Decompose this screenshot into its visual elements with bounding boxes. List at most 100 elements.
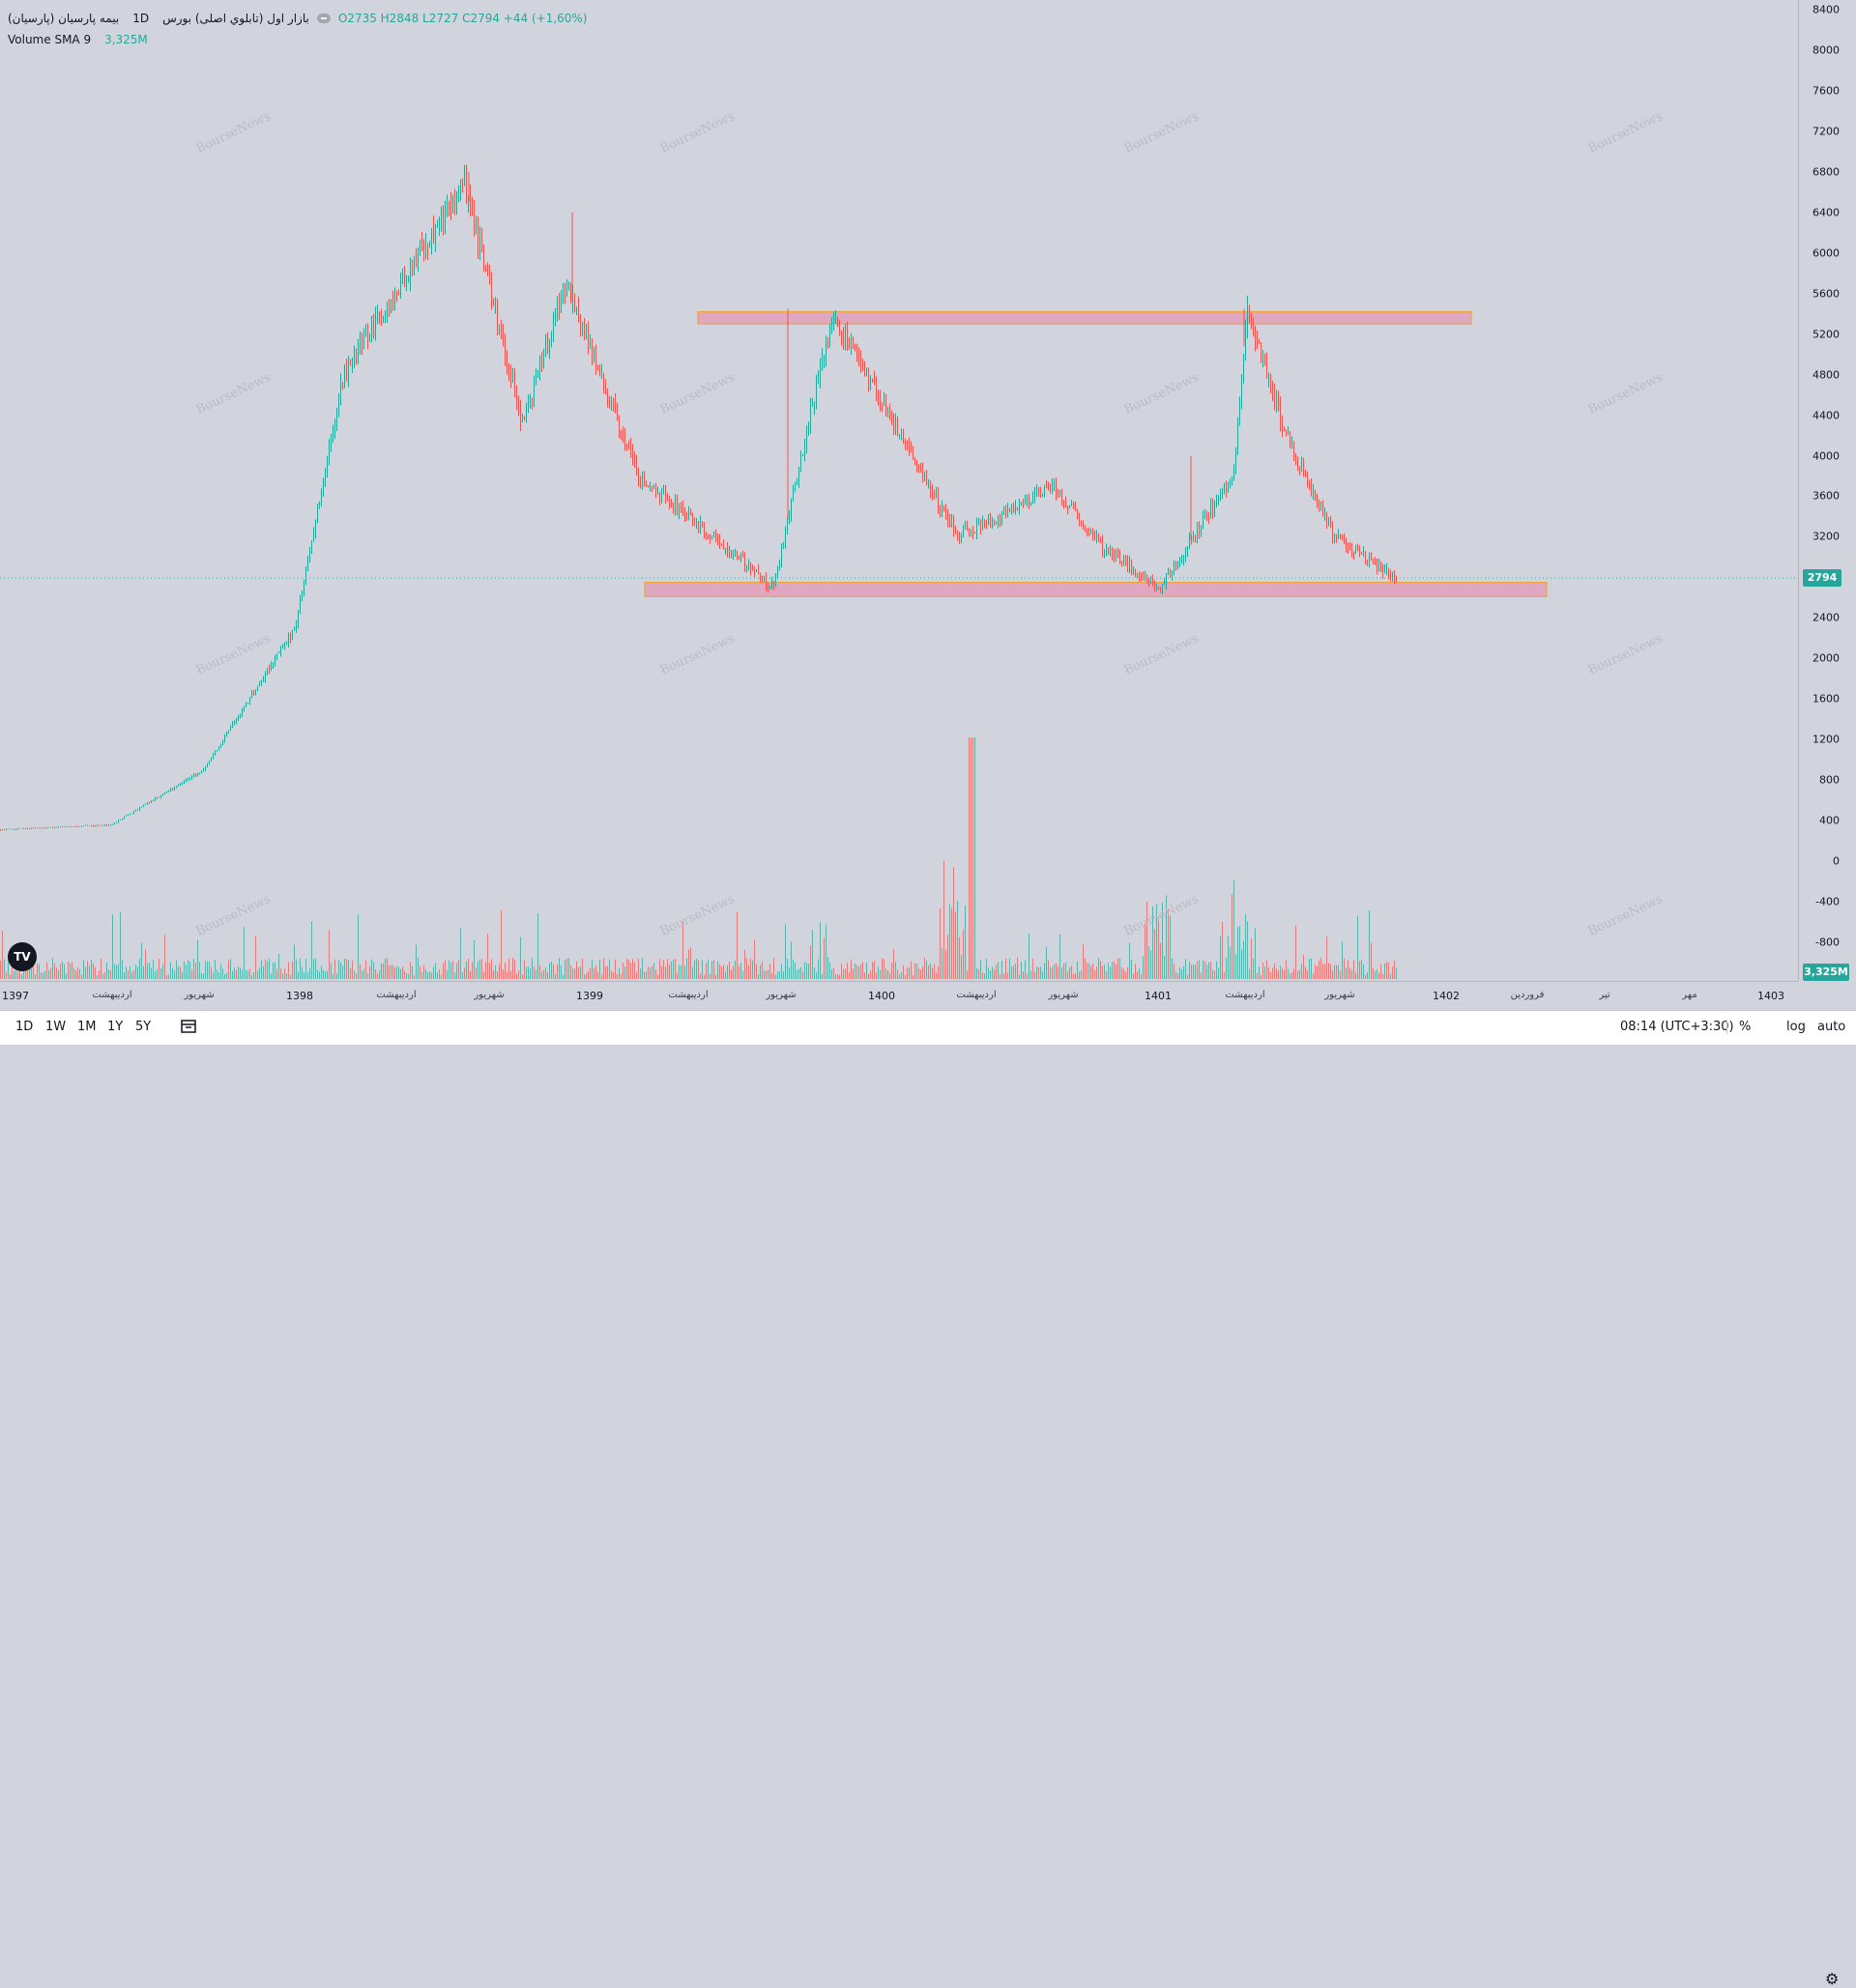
volume-bar — [481, 959, 482, 979]
volume-bar — [1309, 958, 1310, 979]
volume-bar — [153, 960, 154, 979]
time-axis[interactable]: ⚙ 1397 اردیبهشت شهریور 1398 اردیبهشت شهریور 13… — [0, 981, 1839, 1988]
volume-bar — [1247, 921, 1248, 979]
volume-bar — [284, 968, 285, 979]
volume-bar — [907, 966, 908, 979]
volume-bar — [240, 967, 241, 979]
volume-bar — [682, 921, 683, 979]
volume-bar — [1291, 972, 1292, 979]
timezone-clock[interactable]: 08:14 (UTC+3:30) — [1620, 1020, 1734, 1034]
volume-bar — [785, 924, 786, 979]
time-month-label: اردیبهشت — [956, 990, 997, 1000]
volume-bar — [199, 962, 200, 979]
volume-bar — [1059, 934, 1060, 979]
volume-bar — [1141, 973, 1142, 979]
volume-bar — [739, 965, 740, 979]
volume-bar — [271, 973, 272, 979]
volume-bar — [1166, 895, 1167, 979]
timeframe-1d-button[interactable]: 1D — [15, 1020, 34, 1034]
volume-bar — [1336, 965, 1337, 979]
volume-bar — [1222, 921, 1223, 979]
volume-bar — [12, 960, 13, 979]
timeframe-1m-button[interactable]: 1M — [77, 1020, 97, 1034]
volume-bar — [812, 930, 813, 979]
volume-bar — [1013, 965, 1014, 979]
volume-bar — [762, 961, 763, 979]
hide-series-icon[interactable] — [316, 14, 331, 23]
volume-bar — [218, 972, 219, 979]
volume-bar — [408, 973, 409, 979]
volume-bar — [735, 961, 736, 979]
volume-bar — [783, 971, 784, 979]
volume-bar — [996, 965, 997, 979]
chart-pane[interactable]: بیمه پارسیان (پارسیان) 1D بازار اول (تاب… — [0, 0, 1798, 981]
volume-bar — [578, 967, 579, 979]
volume-bar — [470, 970, 471, 979]
volume-indicator-label[interactable]: Volume SMA 9 — [8, 33, 92, 46]
date-range-icon[interactable] — [180, 1019, 197, 1034]
volume-bar — [4, 959, 5, 979]
price-axis[interactable]: 8400 8000 7600 7200 6800 6400 6000 5600 5200 4800… — [1798, 0, 1856, 981]
volume-bar — [128, 970, 129, 979]
volume-bar — [1085, 958, 1086, 979]
volume-bar — [44, 970, 45, 979]
volume-bar — [1262, 963, 1263, 979]
volume-bar — [684, 965, 685, 979]
auto-scale-button[interactable]: auto — [1817, 1020, 1846, 1034]
timeframe-5y-button[interactable]: 5Y — [135, 1020, 152, 1034]
volume-bar — [360, 964, 361, 979]
volume-bar — [874, 961, 875, 979]
timeframe-1w-button[interactable]: 1W — [45, 1020, 67, 1034]
volume-bar — [1270, 972, 1271, 979]
volume-bar — [586, 972, 587, 979]
volume-bar — [139, 958, 140, 979]
volume-bar — [1094, 969, 1095, 979]
volume-bar — [856, 965, 857, 979]
volume-bar — [108, 969, 109, 979]
volume-bar — [1216, 961, 1217, 979]
volume-bar — [563, 974, 564, 979]
volume-bar — [50, 967, 51, 979]
timeframe-1y-button[interactable]: 1Y — [107, 1020, 124, 1034]
volume-bar — [1204, 961, 1205, 979]
percent-scale-button[interactable]: % — [1726, 1020, 1751, 1034]
volume-bar — [269, 958, 270, 979]
volume-bar — [1168, 909, 1169, 979]
volume-bar — [642, 958, 643, 979]
volume-bar — [1019, 974, 1020, 979]
volume-bar — [945, 949, 946, 979]
volume-bar — [1100, 961, 1101, 979]
support-zone[interactable] — [644, 582, 1548, 597]
volume-bar — [1241, 949, 1242, 979]
volume-bar — [1177, 973, 1178, 979]
price-chart[interactable] — [0, 0, 1798, 981]
resistance-zone[interactable] — [697, 311, 1472, 325]
volume-bar — [1328, 963, 1329, 979]
log-scale-button[interactable]: log — [1786, 1020, 1806, 1034]
volume-bar — [1243, 940, 1244, 979]
volume-bar — [870, 970, 871, 979]
volume-bar — [974, 737, 975, 979]
volume-bar — [740, 963, 741, 979]
volume-bar — [375, 968, 376, 979]
volume-bar — [503, 969, 504, 979]
tradingview-logo-icon[interactable]: TV — [8, 942, 37, 971]
volume-bar — [1001, 961, 1002, 979]
symbol-name[interactable]: بیمه پارسیان (پارسیان) — [8, 12, 120, 25]
settings-gear-icon[interactable]: ⚙ — [1825, 1970, 1840, 1988]
volume-bar — [1087, 963, 1088, 979]
volume-bar — [545, 967, 546, 979]
volume-bar — [706, 963, 707, 979]
volume-bar — [1230, 946, 1231, 979]
volume-bar — [141, 942, 142, 979]
volume-bar — [1266, 960, 1267, 979]
volume-bar — [1073, 973, 1074, 979]
volume-bar — [615, 959, 616, 979]
volume-bar — [429, 971, 430, 979]
volume-bar — [636, 972, 637, 979]
volume-bar — [507, 971, 508, 979]
volume-bar — [1311, 958, 1312, 979]
interval-label[interactable]: 1D — [132, 12, 150, 25]
volume-bar — [787, 959, 788, 979]
volume-bar — [686, 958, 687, 979]
